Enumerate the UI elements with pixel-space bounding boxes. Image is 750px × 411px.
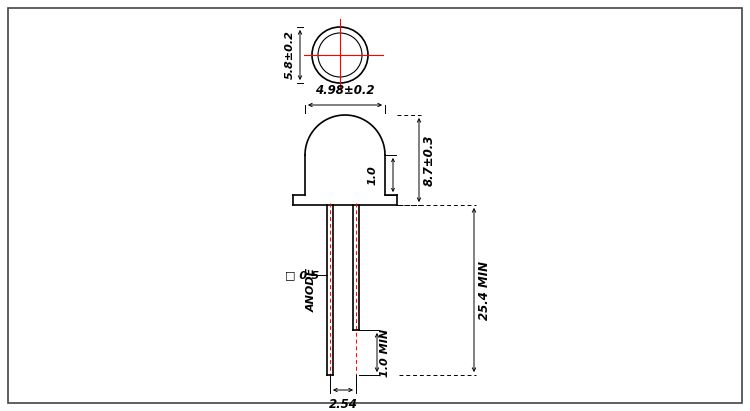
Text: 4.98±0.2: 4.98±0.2 [315,84,375,97]
Text: □ 0.5: □ 0.5 [285,270,320,280]
Text: 1.0: 1.0 [368,165,378,185]
Text: 8.7±0.3: 8.7±0.3 [422,134,436,186]
Text: 1.0 MIN: 1.0 MIN [380,328,390,376]
Text: 5.8±0.2: 5.8±0.2 [285,30,295,79]
Text: ANODE: ANODE [307,268,317,312]
Text: 25.4 MIN: 25.4 MIN [478,261,490,319]
Text: 2.54: 2.54 [328,397,358,411]
